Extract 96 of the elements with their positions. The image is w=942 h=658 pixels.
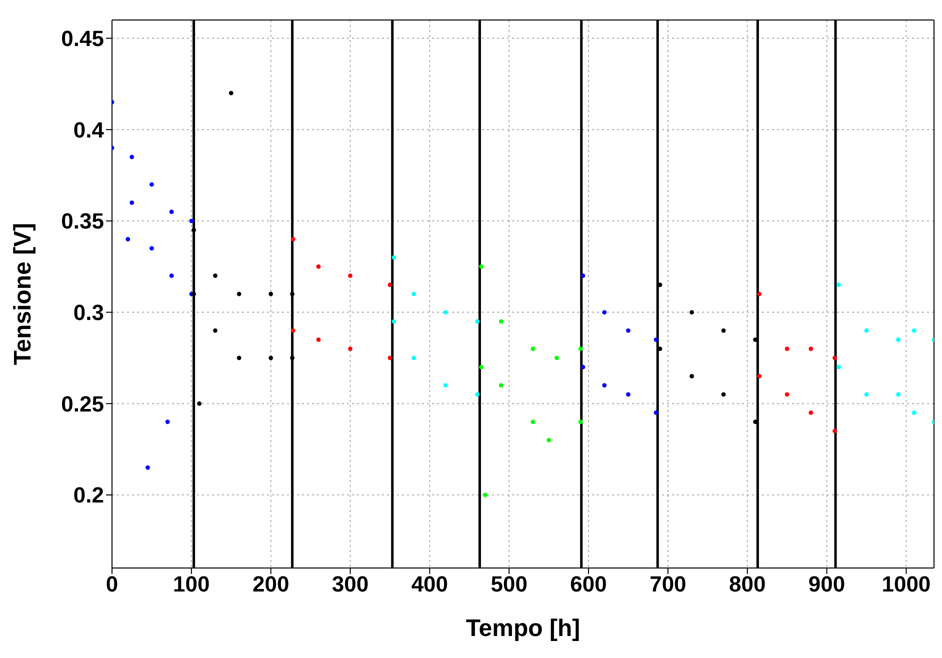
point bbox=[228, 90, 234, 96]
x-tick-label: 200 bbox=[252, 572, 290, 597]
point bbox=[530, 346, 536, 351]
point bbox=[626, 392, 630, 397]
point bbox=[836, 282, 841, 288]
point bbox=[554, 356, 559, 360]
x-tick-label: 800 bbox=[729, 572, 766, 597]
x-tick-label: 700 bbox=[650, 572, 686, 597]
point bbox=[808, 410, 814, 415]
point bbox=[443, 310, 448, 314]
point bbox=[316, 264, 321, 269]
point bbox=[348, 346, 352, 351]
x-tick-label: 100 bbox=[173, 572, 210, 597]
point bbox=[578, 346, 583, 351]
point bbox=[808, 346, 814, 351]
point bbox=[412, 356, 416, 360]
x-axis-title: Tempo [h] bbox=[466, 615, 580, 642]
point bbox=[757, 374, 762, 378]
point bbox=[392, 255, 396, 260]
y-tick-label: 0.25 bbox=[61, 391, 104, 416]
point bbox=[169, 274, 174, 278]
y-tick-label: 0.35 bbox=[61, 208, 104, 234]
point bbox=[896, 392, 900, 397]
point bbox=[475, 392, 480, 397]
point bbox=[443, 383, 448, 388]
point bbox=[654, 410, 658, 415]
point bbox=[578, 420, 583, 424]
point bbox=[479, 264, 484, 269]
point bbox=[580, 274, 586, 278]
y-tick-label: 0.3 bbox=[73, 300, 104, 326]
point bbox=[290, 356, 294, 360]
point bbox=[832, 356, 837, 360]
point bbox=[498, 383, 504, 388]
point bbox=[130, 200, 134, 205]
point bbox=[498, 319, 504, 324]
point bbox=[213, 274, 218, 278]
point bbox=[268, 292, 274, 296]
point bbox=[197, 401, 202, 406]
point bbox=[126, 237, 130, 242]
point bbox=[388, 356, 392, 360]
point bbox=[864, 328, 869, 333]
point bbox=[236, 356, 242, 360]
x-tick-label: 300 bbox=[332, 572, 369, 597]
point bbox=[165, 420, 170, 424]
point bbox=[832, 428, 837, 434]
point bbox=[150, 182, 154, 187]
point bbox=[546, 438, 552, 442]
point bbox=[236, 292, 242, 296]
point bbox=[412, 292, 416, 296]
x-tick-label: 900 bbox=[808, 572, 846, 597]
point bbox=[150, 246, 154, 251]
point bbox=[896, 337, 900, 342]
point bbox=[483, 492, 488, 498]
point bbox=[580, 364, 586, 370]
x-tick-label: 1000 bbox=[882, 572, 931, 597]
point bbox=[213, 328, 218, 333]
x-tick-label: 400 bbox=[411, 572, 448, 597]
y-axis-title: Tensione [V] bbox=[10, 222, 37, 366]
x-tick-label: 0 bbox=[106, 572, 118, 597]
x-tick-label: 600 bbox=[570, 572, 607, 597]
point bbox=[290, 328, 296, 333]
point bbox=[475, 319, 480, 324]
point bbox=[864, 392, 869, 397]
point bbox=[721, 392, 726, 397]
point bbox=[530, 420, 536, 424]
point bbox=[912, 328, 916, 333]
y-tick-label: 0.4 bbox=[73, 117, 105, 142]
point bbox=[784, 346, 790, 351]
point bbox=[757, 292, 762, 296]
point bbox=[388, 282, 392, 288]
x-tick-label: 500 bbox=[490, 572, 528, 597]
y-tick-label: 0.45 bbox=[61, 26, 104, 52]
point bbox=[602, 310, 607, 314]
point bbox=[392, 319, 396, 324]
point bbox=[836, 364, 841, 370]
point bbox=[316, 337, 321, 342]
point bbox=[192, 292, 196, 296]
point bbox=[690, 374, 694, 378]
point bbox=[348, 274, 352, 278]
point bbox=[784, 392, 790, 397]
point bbox=[626, 328, 630, 333]
point bbox=[268, 356, 274, 360]
y-tick-label: 0.2 bbox=[73, 482, 104, 508]
point bbox=[130, 154, 134, 160]
point bbox=[189, 218, 194, 224]
point bbox=[192, 228, 196, 232]
point bbox=[912, 410, 916, 415]
point bbox=[690, 310, 694, 314]
point bbox=[602, 383, 607, 388]
point bbox=[290, 237, 296, 242]
point bbox=[721, 328, 726, 333]
point bbox=[479, 364, 484, 370]
point bbox=[654, 337, 658, 342]
point bbox=[146, 465, 150, 470]
point bbox=[169, 210, 174, 214]
point bbox=[290, 292, 294, 296]
